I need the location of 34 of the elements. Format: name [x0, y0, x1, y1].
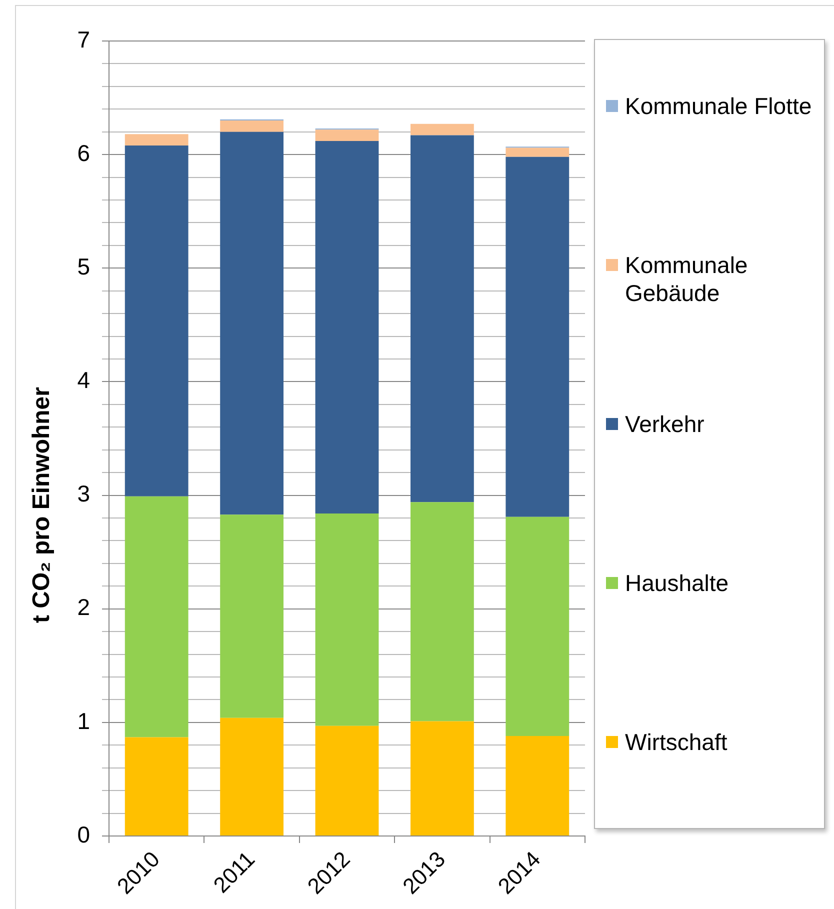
legend-label: Kommunale Gebäude [625, 251, 749, 307]
bar [506, 736, 570, 836]
y-tick-label: 7 [77, 26, 90, 52]
y-tick-label: 4 [77, 367, 90, 394]
bar [124, 145, 188, 496]
legend-label: Kommunale Flotte [625, 92, 813, 120]
bar [410, 135, 474, 502]
bar [315, 140, 379, 514]
y-tick-label: 0 [77, 821, 90, 848]
bar [315, 130, 379, 141]
bar [410, 124, 474, 136]
bar [410, 502, 474, 722]
bar [220, 514, 284, 718]
bar [506, 156, 570, 517]
bar [220, 120, 284, 132]
bar [220, 718, 284, 836]
bar [220, 132, 284, 515]
y-tick-label: 2 [77, 594, 90, 620]
y-tick-label: 1 [77, 708, 90, 734]
bar [506, 148, 570, 157]
y-tick-label: 3 [77, 480, 90, 507]
legend-label: Wirtschaft [625, 728, 728, 756]
bar [124, 134, 188, 146]
bar [315, 513, 379, 726]
bar [410, 721, 474, 836]
legend-label: Haushalte [625, 569, 730, 597]
bar [124, 737, 188, 836]
bar [124, 496, 188, 738]
y-tick-label: 5 [77, 253, 90, 280]
y-tick-label: 6 [77, 140, 90, 166]
bar [506, 516, 570, 736]
legend-label: Verkehr [625, 410, 706, 438]
y-axis-title: t CO₂ pro Einwohner [28, 387, 56, 623]
bar [315, 726, 379, 836]
